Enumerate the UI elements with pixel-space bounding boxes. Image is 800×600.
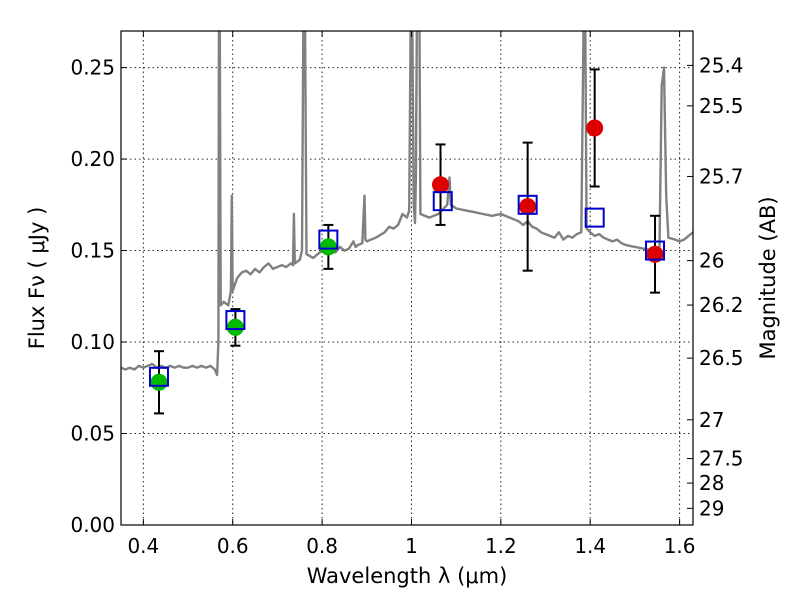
right-axis-title: Magnitude (AB) [756,196,780,359]
data-point [432,176,450,194]
x-tick-label: 0.6 [217,534,249,558]
data-point [586,119,604,137]
x-tick-label: 1 [405,534,418,558]
y-tick-label: 0.00 [70,513,115,537]
right-tick-label: 25.7 [699,164,744,188]
grid [121,31,693,526]
model-square [645,240,666,261]
data-point [319,238,337,256]
model-square [148,366,169,387]
data-point [150,373,168,391]
x-tick-label: 1.6 [664,534,696,558]
marker-layer [148,119,666,391]
data-point [519,198,537,216]
tick-label-layer: 0.4 0.6 0.8 1 1.2 1.4 1.6 0.00 0.05 0.10 0.15 0.20 0… [70,53,743,558]
right-tick-label: 29 [699,496,724,520]
y-axis-title: Flux Fν ( μJy ) [25,207,49,350]
model-square [432,191,453,212]
y-tick-label: 0.15 [70,239,115,263]
right-tick-label: 28 [699,471,724,495]
y-tick-label: 0.25 [70,56,115,80]
model-square [517,194,538,215]
x-tick-label: 1.4 [574,534,606,558]
model-square [225,310,246,331]
model-square [318,229,339,250]
x-tick-label: 0.4 [127,534,159,558]
y-tick-label: 0.20 [70,147,115,171]
y-tick-label: 0.05 [70,422,115,446]
x-tick-label: 1.2 [485,534,517,558]
right-tick-label: 25.4 [699,53,744,77]
right-tick-label: 27 [699,408,724,432]
tick-layer [121,31,693,526]
x-axis-title: Wavelength λ (μm) [307,564,508,588]
errorbar-layer [153,68,661,415]
right-tick-label: 25.5 [699,94,744,118]
right-tick-label: 26.5 [699,346,744,370]
model-square [584,207,605,228]
right-tick-label: 26 [699,249,724,273]
sed-layer [121,31,693,377]
plot-frame [120,30,694,526]
right-tick-label: 27.5 [699,447,744,471]
right-tick-label: 26.2 [699,293,744,317]
x-tick-label: 0.8 [306,534,338,558]
sed-line [121,31,693,377]
y-tick-label: 0.10 [70,330,115,354]
data-point [226,318,244,336]
